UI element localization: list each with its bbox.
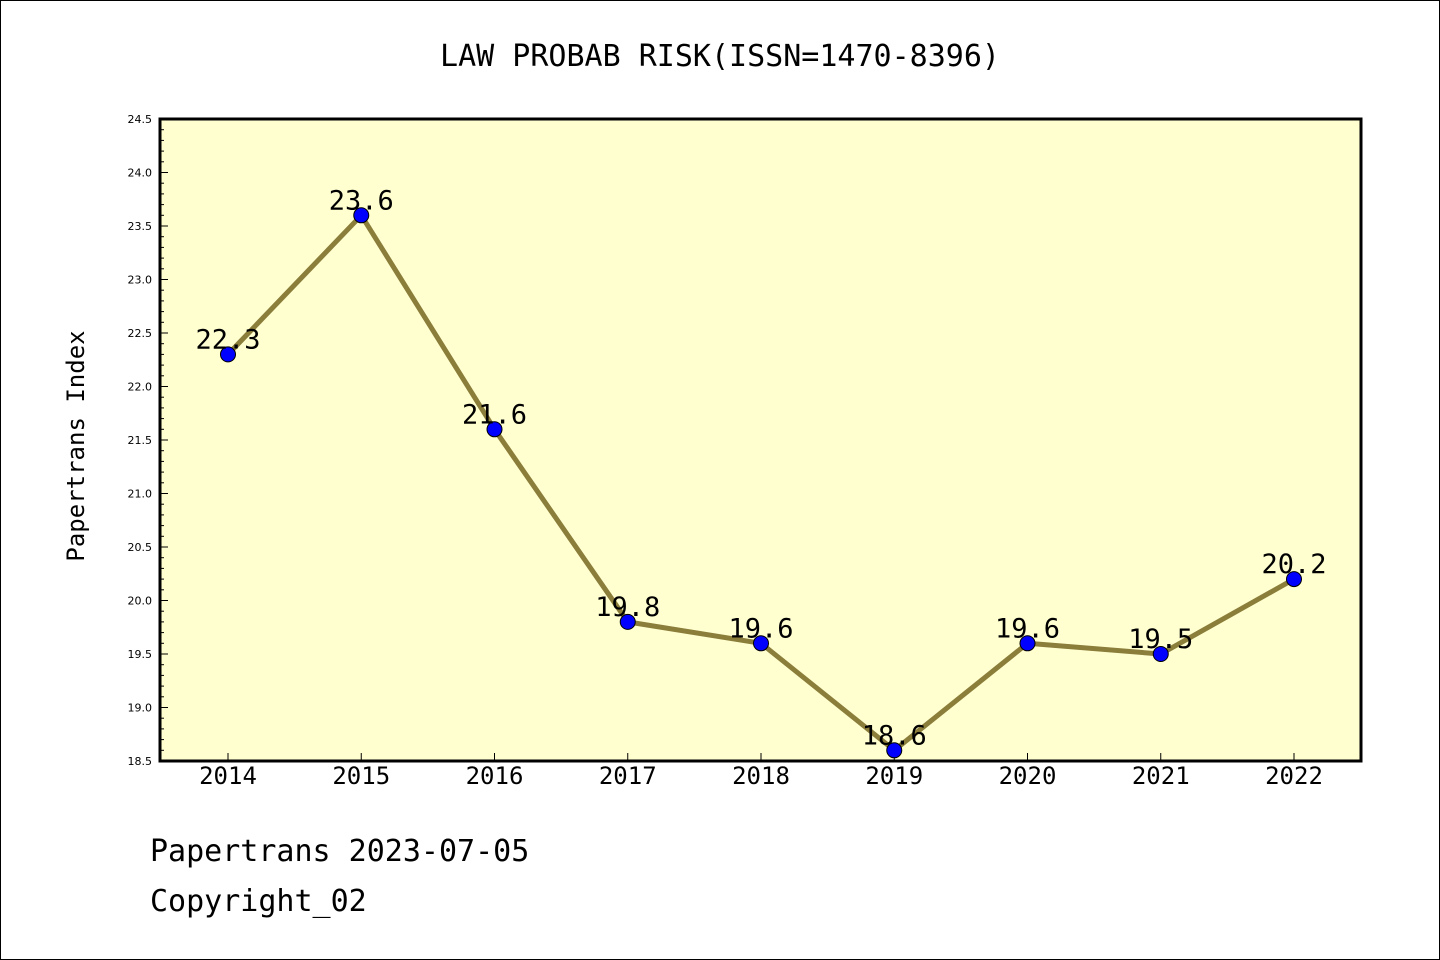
y-tick-label: 21.5 (128, 434, 153, 447)
data-label: 19.5 (1128, 624, 1193, 655)
data-point (486, 421, 503, 438)
data-label: 19.8 (595, 592, 660, 623)
y-tick-label: 24.0 (128, 167, 153, 180)
x-axis-ticks: 2014 2015 2016 2017 2018 2019 2020 2021 2022 (199, 753, 1323, 790)
data-label: 19.6 (995, 613, 1060, 644)
data-point (1152, 646, 1169, 662)
footer-copyright-text: Copyright_02 (150, 884, 367, 919)
chart-title: LAW PROBAB RISK(ISSN=1470-8396) (440, 39, 1000, 74)
y-axis-label: Papertrans Index (62, 330, 90, 561)
data-label: 22.3 (195, 324, 260, 355)
x-tick-label: 2017 (599, 762, 657, 790)
data-labels: 22.3 23.6 21.6 19.8 19.6 18.6 19.6 19.5 20.2 (195, 185, 1326, 751)
x-tick-label: 2016 (466, 762, 524, 790)
y-tick-label: 23.0 (128, 274, 153, 287)
y-axis-ticks: 18.5 19.0 19.5 20.0 20.5 21.0 21.5 22.0 22.5 23.0… (128, 113, 168, 768)
y-tick-label: 22.5 (128, 327, 153, 340)
y-tick-label: 24.5 (128, 113, 153, 126)
data-point (353, 207, 370, 224)
data-point (619, 613, 636, 630)
data-point (1019, 635, 1036, 652)
x-tick-label: 2014 (199, 762, 257, 790)
y-tick-label: 21.0 (128, 488, 153, 501)
data-label: 19.6 (728, 613, 793, 644)
data-label: 20.2 (1261, 549, 1326, 580)
x-tick-label: 2019 (865, 762, 923, 790)
x-tick-label: 2018 (732, 762, 790, 790)
x-tick-label: 2020 (999, 762, 1057, 790)
y-tick-label: 19.5 (128, 648, 153, 661)
footer-date-text: Papertrans 2023-07-05 (150, 834, 530, 869)
x-tick-label: 2015 (332, 762, 390, 790)
x-tick-label: 2021 (1132, 762, 1190, 790)
y-tick-label: 22.0 (128, 381, 153, 394)
y-tick-label: 19.0 (128, 702, 153, 715)
data-label: 18.6 (862, 720, 927, 751)
data-point (220, 346, 236, 363)
y-tick-label: 18.5 (128, 755, 153, 768)
series-group (220, 207, 1302, 759)
y-tick-label: 23.5 (128, 220, 153, 233)
data-point (753, 635, 769, 652)
y-tick-label: 20.5 (128, 541, 153, 554)
data-label: 23.6 (329, 185, 394, 216)
data-label: 21.6 (462, 399, 527, 430)
x-tick-label: 2022 (1265, 762, 1323, 790)
data-point (886, 742, 903, 759)
y-tick-label: 20.0 (128, 595, 153, 608)
data-point (1286, 571, 1302, 588)
